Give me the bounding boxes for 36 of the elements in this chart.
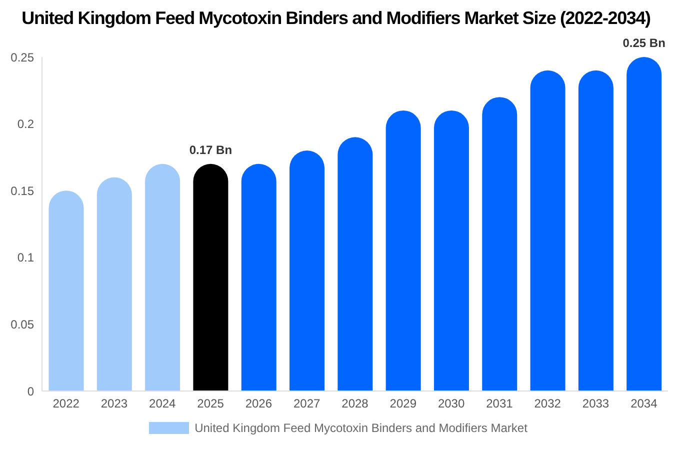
- bar: [626, 57, 662, 391]
- x-tick-label: 2026: [245, 396, 272, 411]
- bar: [482, 97, 518, 391]
- x-tick-label: 2027: [293, 396, 321, 411]
- x-tick-label: 2031: [486, 396, 514, 411]
- bar: [145, 164, 180, 391]
- legend-label: United Kingdom Feed Mycotoxin Binders and Modifiers Market: [194, 421, 528, 435]
- x-tick-label: 2030: [438, 396, 465, 411]
- x-tick-label: 2028: [342, 396, 369, 411]
- y-tick-label: 0.05: [10, 317, 34, 332]
- bar: [48, 190, 84, 391]
- bar: [338, 137, 373, 391]
- y-tick-label: 0: [27, 384, 34, 398]
- y-tick-label: 0.2: [17, 117, 34, 132]
- x-tick-label: 2033: [582, 396, 610, 411]
- y-tick-label: 0.15: [10, 184, 34, 198]
- bar: [386, 110, 421, 391]
- x-tick-label: 2029: [390, 396, 417, 411]
- bar: [241, 164, 276, 391]
- y-tick-label: 0.1: [17, 250, 34, 265]
- bar: [193, 164, 228, 391]
- x-tick-label: 2025: [197, 396, 224, 411]
- bar: [578, 70, 614, 391]
- x-tick-label: 2023: [100, 396, 128, 411]
- chart-title: United Kingdom Feed Mycotoxin Binders and Modifiers Market Size (2022-2034): [20, 8, 652, 29]
- bar: [290, 150, 325, 391]
- bar: [434, 110, 469, 391]
- bar: [96, 177, 132, 391]
- bar: [530, 70, 566, 391]
- x-tick-label: 2032: [534, 396, 562, 411]
- x-tick-label: 2024: [149, 396, 176, 411]
- y-tick-label: 0.25: [10, 50, 34, 64]
- data-label: 0.25 Bn: [622, 36, 666, 50]
- x-tick-label: 2034: [630, 396, 658, 411]
- x-tick-label: 2022: [52, 396, 80, 411]
- data-label: 0.17 Bn: [189, 142, 232, 157]
